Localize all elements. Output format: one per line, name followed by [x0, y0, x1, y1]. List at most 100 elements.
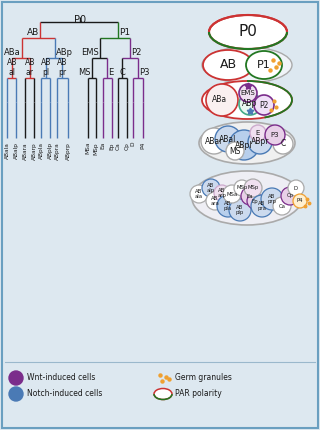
Text: P0: P0 [74, 15, 86, 25]
Circle shape [248, 130, 272, 154]
FancyBboxPatch shape [2, 2, 318, 428]
Text: Cp: Cp [124, 142, 130, 150]
Text: AB
prp: AB prp [268, 194, 276, 204]
Circle shape [241, 187, 259, 205]
Text: E: E [256, 130, 260, 136]
Text: AB
ara: AB ara [211, 196, 220, 206]
Text: P0: P0 [239, 25, 257, 40]
Text: Ep: Ep [109, 142, 115, 150]
Text: ABp: ABp [56, 48, 73, 57]
Ellipse shape [246, 51, 282, 79]
Circle shape [239, 84, 257, 102]
Text: AB
arp: AB arp [218, 188, 227, 198]
Circle shape [234, 180, 250, 196]
Text: ABplp: ABplp [47, 142, 52, 159]
Circle shape [244, 179, 262, 197]
Ellipse shape [209, 15, 287, 49]
Circle shape [9, 387, 23, 401]
Text: ABala: ABala [4, 142, 10, 159]
Circle shape [273, 197, 291, 215]
Text: P3: P3 [139, 68, 149, 77]
Text: P4: P4 [140, 142, 146, 149]
Text: ABp: ABp [242, 99, 258, 108]
Circle shape [250, 125, 266, 141]
Text: P2: P2 [259, 101, 269, 110]
Text: P1: P1 [257, 60, 271, 70]
Ellipse shape [203, 50, 253, 80]
Circle shape [254, 95, 274, 115]
Text: AB: AB [220, 58, 236, 71]
Text: AB
alp: AB alp [207, 183, 215, 193]
Circle shape [214, 185, 230, 201]
Ellipse shape [202, 81, 292, 119]
Text: AB
al: AB al [7, 58, 17, 77]
Ellipse shape [192, 171, 302, 225]
Text: AB
pl: AB pl [41, 58, 51, 77]
Text: P3: P3 [271, 132, 279, 138]
Text: ABpla: ABpla [38, 142, 44, 159]
Text: ABal: ABal [219, 135, 237, 144]
Text: Cp: Cp [286, 194, 293, 199]
Text: Ca: Ca [279, 203, 285, 209]
Circle shape [9, 371, 23, 385]
Text: C: C [280, 139, 286, 148]
Text: C: C [119, 68, 125, 77]
Circle shape [201, 128, 227, 154]
Text: AB
pla: AB pla [224, 201, 232, 211]
Text: Ca: Ca [116, 142, 121, 150]
Text: ABara: ABara [22, 142, 28, 160]
Text: MS: MS [78, 68, 91, 77]
Circle shape [239, 93, 261, 115]
Circle shape [215, 126, 241, 152]
Text: ABa: ABa [212, 95, 227, 104]
Text: Germ granules: Germ granules [175, 374, 232, 383]
Text: AB
ala: AB ala [195, 189, 203, 199]
Text: ABpl: ABpl [235, 141, 253, 150]
Text: MSp: MSp [247, 185, 259, 190]
Text: ABpr: ABpr [251, 138, 269, 147]
Circle shape [226, 142, 244, 160]
Circle shape [265, 125, 285, 145]
Text: ABa: ABa [4, 48, 21, 57]
Text: MSa: MSa [227, 191, 237, 197]
Text: MSp: MSp [93, 142, 99, 155]
Text: P2: P2 [131, 48, 141, 57]
Text: E: E [108, 68, 113, 77]
Text: AB
plp: AB plp [236, 205, 244, 215]
Circle shape [223, 185, 241, 203]
Circle shape [273, 134, 293, 154]
Text: Ea: Ea [247, 194, 253, 199]
Text: PAR polarity: PAR polarity [175, 390, 222, 399]
Text: Notch-induced cells: Notch-induced cells [27, 390, 102, 399]
Text: ABar: ABar [205, 136, 223, 145]
Circle shape [217, 195, 239, 217]
Text: MSa: MSa [85, 142, 91, 154]
Text: AB
pra: AB pra [258, 201, 267, 211]
Text: AB
ar: AB ar [25, 58, 35, 77]
Text: EMS: EMS [81, 48, 99, 57]
Circle shape [206, 84, 238, 116]
Circle shape [229, 199, 251, 221]
Circle shape [247, 193, 263, 209]
Circle shape [293, 194, 307, 208]
Circle shape [190, 185, 208, 203]
Circle shape [206, 192, 224, 210]
Text: AB
pr: AB pr [57, 58, 67, 77]
Ellipse shape [154, 388, 172, 399]
Text: MS: MS [229, 147, 241, 156]
Circle shape [202, 179, 220, 197]
Text: AB: AB [27, 28, 39, 37]
Text: Wnt-induced cells: Wnt-induced cells [27, 374, 95, 383]
Circle shape [251, 195, 273, 217]
Circle shape [229, 130, 259, 160]
Text: Ea: Ea [100, 142, 106, 149]
Text: P4: P4 [297, 199, 303, 203]
Text: ABalp: ABalp [13, 142, 19, 159]
Circle shape [261, 188, 283, 210]
Ellipse shape [199, 122, 295, 164]
Text: MSp: MSp [236, 185, 248, 190]
Text: P1: P1 [119, 28, 130, 37]
Text: EMS: EMS [241, 90, 255, 96]
Text: ABarp: ABarp [31, 142, 36, 160]
Text: ABpra: ABpra [54, 142, 60, 160]
